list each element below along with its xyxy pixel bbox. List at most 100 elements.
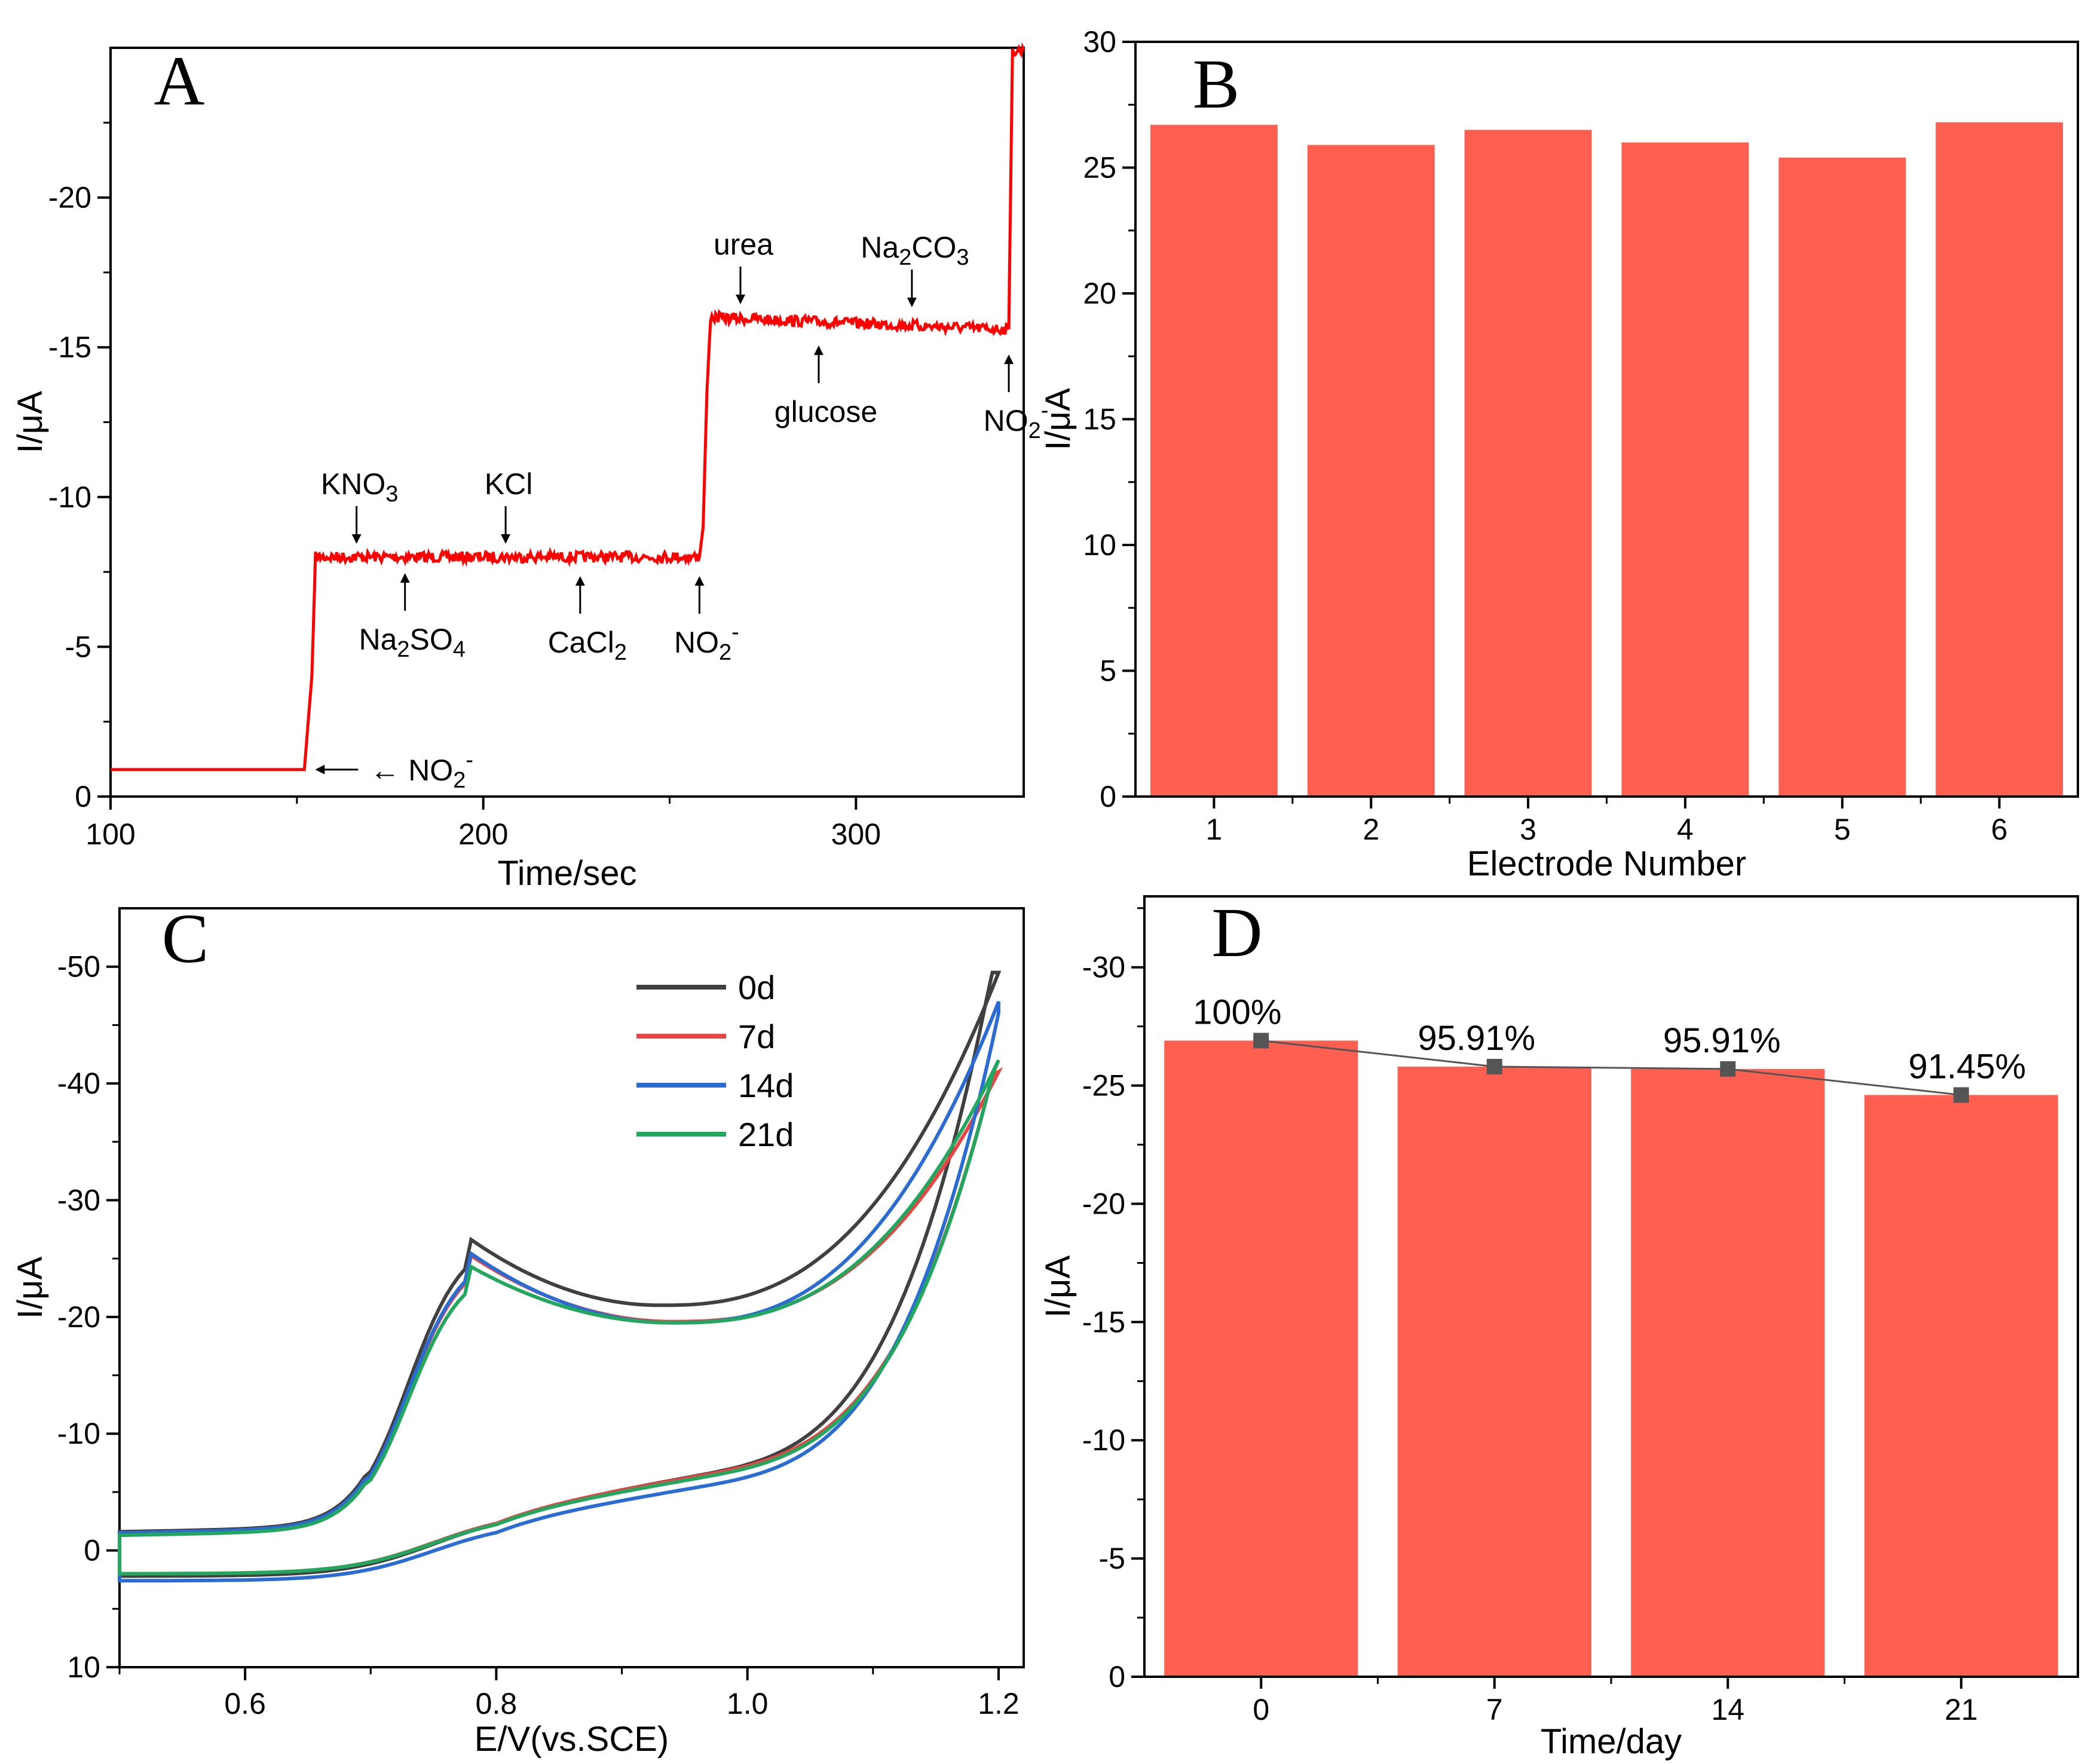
bar-electrode-3 [1464, 130, 1592, 797]
y-axis-title: I/μA [1039, 388, 1077, 451]
y-tick-label: -30 [57, 1183, 100, 1217]
annotation-text-part: 3 [385, 482, 398, 507]
annotation-label: NO2- [674, 620, 739, 665]
x-tick-label: 0.6 [224, 1687, 266, 1720]
legend-label-21d: 21d [738, 1116, 794, 1153]
y-axis-title: I/μA [1039, 1255, 1077, 1318]
x-tick-label: 0 [1253, 1693, 1269, 1726]
y-axis-title: I/μA [11, 1257, 50, 1319]
panel-letter-a: A [154, 42, 204, 120]
x-tick-label: 1.0 [727, 1687, 769, 1720]
x-tick-label: 200 [458, 817, 508, 851]
annotation-label: glucose [774, 395, 877, 428]
x-tick-label: 3 [1520, 813, 1536, 846]
y-tick-label: -5 [65, 630, 91, 663]
plot-frame [1143, 895, 2079, 1678]
annotation-text-part: 2 [899, 245, 911, 270]
y-tick-label: 0 [84, 1534, 100, 1567]
plot-frame [118, 907, 1025, 1668]
annotation-text-part: - [466, 748, 473, 773]
annotation-arrowhead [315, 764, 325, 774]
x-tick-label: 1.2 [978, 1687, 1020, 1720]
annotation-text-part: 2 [453, 768, 466, 793]
x-axis-title: Time/day [1541, 1722, 1682, 1761]
annotation-arrowhead [501, 534, 511, 544]
annotation-label: KCl [485, 467, 533, 501]
panel-c: 0.6 0.8 1.0 1.2 10 0 -10 -20 -30 -40 -50 E/V(vs.SCE… [11, 899, 1025, 1759]
y-tick-label: 10 [1083, 528, 1116, 562]
y-tick-label: -20 [57, 1300, 100, 1334]
annotation-label: urea [714, 228, 773, 261]
series-line-it-curve [111, 42, 1025, 771]
bar-electrode-6 [1936, 122, 2064, 797]
annotation-label: NO2- [984, 398, 1049, 443]
x-tick-label: 4 [1677, 813, 1694, 846]
panel-b: 1 2 3 4 5 6 0 5 10 15 20 25 30 Electrode Number I/μA B [1039, 25, 2079, 883]
bar-day-14 [1631, 1068, 1825, 1677]
plot-frame [109, 47, 1025, 798]
y-tick-label: -20 [48, 181, 91, 215]
annotation-text-part: KNO [321, 467, 385, 501]
annotation-text-part: 2 [1028, 418, 1041, 443]
y-tick-label: -10 [57, 1417, 100, 1450]
legend-label-0d: 0d [738, 969, 775, 1006]
data-label-retention: 91.45% [1908, 1047, 2026, 1086]
annotation-text-part: NO [674, 626, 719, 659]
annotation-text-part: - [1041, 398, 1049, 423]
series-line-7d [118, 1067, 1003, 1576]
y-tick-label: -15 [1082, 1305, 1125, 1339]
annotation-text-part: SO [410, 623, 453, 656]
annotation-text-part: Na [359, 623, 397, 656]
point-marker [1253, 1033, 1269, 1049]
y-axis-title: I/μA [11, 391, 50, 454]
x-tick-label: 0.8 [476, 1687, 518, 1720]
annotation-text-part: 2 [397, 637, 409, 662]
x-axis-title: Time/sec [497, 854, 636, 893]
x-tick-label: 100 [85, 817, 135, 851]
point-marker [1486, 1058, 1502, 1074]
y-tick-label: 20 [1083, 277, 1116, 310]
y-tick-label: -10 [1082, 1423, 1125, 1457]
x-tick-label: 2 [1363, 813, 1379, 846]
y-tick-label: 0 [1109, 1660, 1125, 1693]
data-label-retention: 95.91% [1418, 1019, 1535, 1058]
annotation-text-part: - [731, 620, 739, 645]
data-label-retention: 100% [1193, 993, 1281, 1031]
x-tick-label: 1 [1206, 813, 1223, 846]
panel-letter-b: B [1193, 45, 1240, 123]
annotation-text-part: 2 [614, 640, 627, 665]
annotation-arrowhead [1004, 354, 1014, 365]
x-tick-label: 14 [1711, 1693, 1744, 1726]
y-tick-label: 0 [1100, 780, 1116, 813]
y-tick-label: -10 [48, 480, 91, 514]
annotation-text-part: 4 [453, 637, 466, 662]
annotation-text-part: urea [714, 228, 773, 261]
annotation-label: KNO3 [321, 467, 399, 507]
data-label-retention: 95.91% [1663, 1021, 1781, 1060]
point-marker [1720, 1061, 1736, 1077]
x-tick-label: 5 [1834, 813, 1851, 846]
annotation-text-part: NO [984, 404, 1028, 437]
x-tick-label: 7 [1486, 1693, 1503, 1726]
y-tick-label: 30 [1083, 25, 1116, 59]
annotation-arrowhead [575, 576, 585, 586]
annotation-label: CaCl2 [548, 626, 627, 665]
bar-day-0 [1164, 1040, 1358, 1677]
y-tick-label: -40 [57, 1067, 100, 1100]
legend-label-7d: 7d [738, 1018, 775, 1055]
y-tick-label: -30 [1082, 951, 1125, 984]
legend-label-14d: 14d [738, 1067, 794, 1104]
annotation-text-part: CaCl [548, 626, 614, 659]
annotation-text-part: CO [911, 231, 956, 264]
x-tick-label: 6 [1991, 813, 2008, 846]
annotation-arrowhead [907, 298, 917, 308]
y-tick-label: -5 [1099, 1542, 1125, 1575]
series-line-21d [118, 1059, 1000, 1576]
y-tick-label: -25 [1082, 1069, 1125, 1102]
panel-letter-d: D [1211, 893, 1262, 972]
annotation-arrowhead [400, 573, 410, 583]
annotation-text-part: ← NO [370, 754, 453, 787]
x-axis-title: Electrode Number [1467, 844, 1746, 883]
